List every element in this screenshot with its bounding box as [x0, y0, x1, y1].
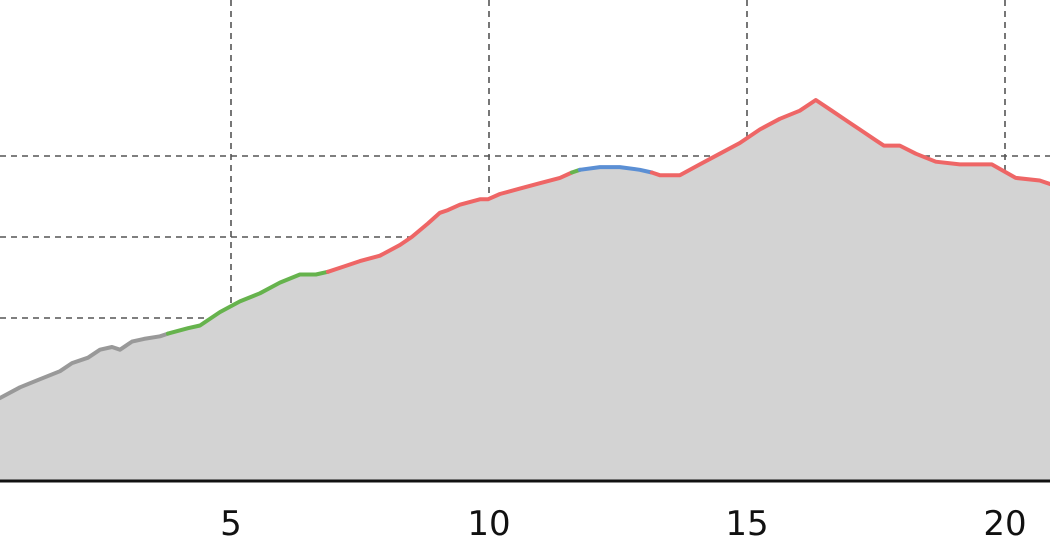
x-tick-label: 15 [725, 504, 768, 544]
x-axis-ticks: 5 10 15 20 [220, 504, 1026, 544]
elevation-profile-series [0, 98, 1050, 400]
x-tick-label: 20 [983, 504, 1026, 544]
profile-segment-5 [649, 98, 1050, 187]
profile-segment-0 [0, 331, 170, 400]
profile-segment-1 [166, 269, 330, 336]
elevation-area [0, 100, 1050, 481]
profile-segment-4 [577, 165, 654, 175]
profile-segment-2 [325, 170, 574, 274]
x-tick-label: 5 [220, 504, 242, 544]
x-tick-label: 10 [467, 504, 510, 544]
